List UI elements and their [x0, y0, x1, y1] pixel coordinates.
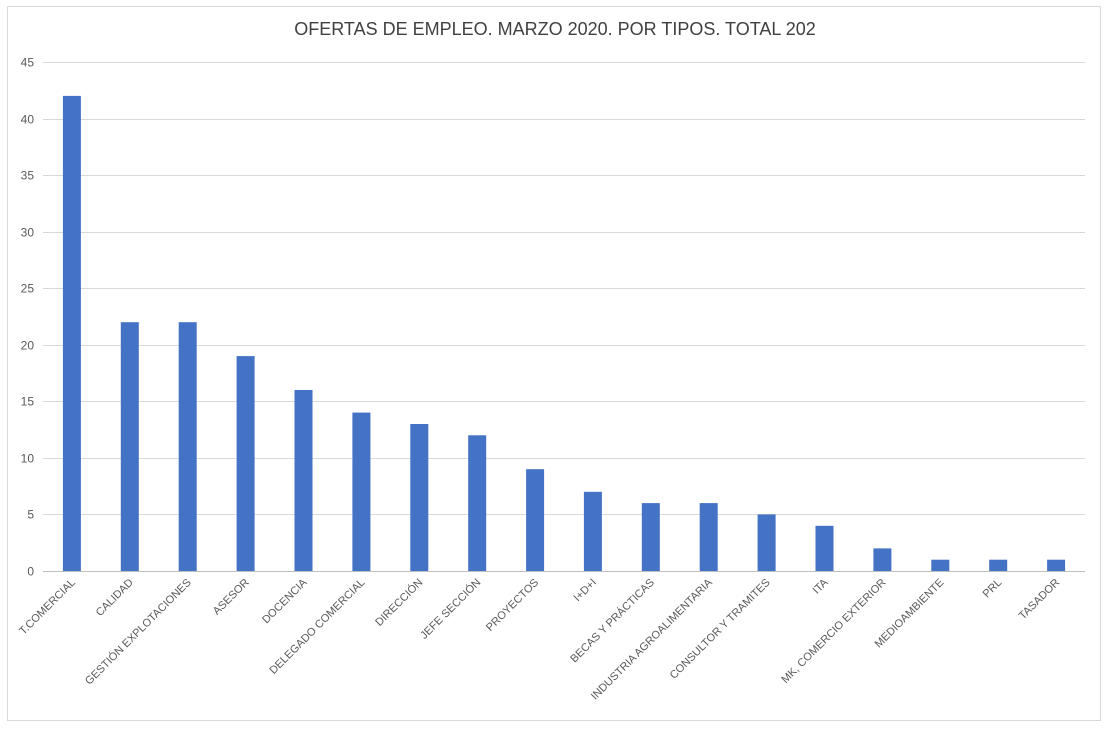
y-tick-label: 45 [21, 56, 35, 70]
bar [873, 548, 892, 571]
x-tick-label: MK, COMERCIO EXTERIOR [779, 577, 888, 686]
x-tick-label: CALIDAD [94, 577, 136, 619]
bar [120, 322, 139, 571]
bar [757, 514, 776, 571]
bar [62, 95, 81, 572]
bar [352, 412, 371, 571]
bar [236, 356, 255, 571]
x-tick-label: T.COMERCIAL [17, 577, 78, 638]
bar [989, 559, 1008, 571]
chart-title: OFERTAS DE EMPLEO. MARZO 2020. POR TIPOS… [294, 19, 816, 39]
bar [294, 390, 313, 571]
bar [699, 503, 718, 571]
x-tick-label: DOCENCIA [260, 576, 310, 626]
x-tick-label: CONSULTOR Y TRAMITES [668, 577, 773, 682]
x-tick-label: ITA [811, 576, 831, 596]
x-tick-label: DELEGADO COMERCIAL [267, 577, 367, 677]
y-tick-label: 10 [21, 452, 35, 466]
y-tick-label: 30 [21, 226, 35, 240]
bar [641, 503, 660, 571]
y-tick-label: 35 [21, 169, 35, 183]
x-tick-label: I+D+I [572, 577, 600, 605]
bar [468, 435, 487, 571]
y-tick-label: 40 [21, 113, 35, 127]
x-tick-label: PRL [981, 577, 1005, 601]
y-tick-label: 5 [27, 508, 34, 522]
bar [178, 322, 197, 571]
bar [410, 424, 429, 571]
y-tick-label: 20 [21, 339, 35, 353]
y-tick-label: 25 [21, 282, 35, 296]
x-tick-label: GESTIÓN EXPLOTACIONES [82, 576, 193, 687]
x-tick-label: TASADOR [1017, 577, 1063, 623]
bar [526, 469, 545, 571]
y-tick-label: 0 [27, 565, 34, 579]
x-tick-label: INDUSTRIA AGROALIMENTARIA [589, 576, 715, 702]
x-tick-label: PROYECTOS [484, 577, 541, 634]
y-tick-label: 15 [21, 395, 35, 409]
bar [815, 525, 834, 571]
x-tick-label: JEFE SECCIÓN [418, 576, 484, 642]
bar [1047, 559, 1066, 571]
x-tick-label: DIRECCIÓN [373, 576, 426, 629]
bar [931, 559, 950, 571]
bar [583, 491, 602, 571]
x-tick-label: ASESOR [211, 577, 252, 618]
